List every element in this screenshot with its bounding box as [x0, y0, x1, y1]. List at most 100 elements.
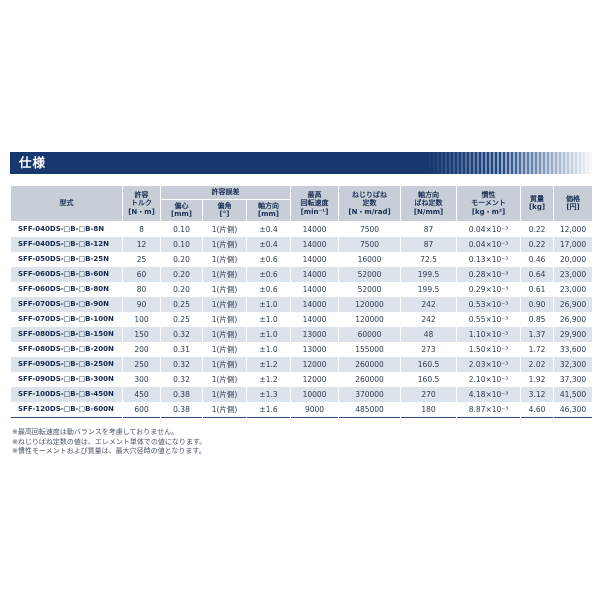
- value-cell: 23,000: [553, 266, 594, 282]
- value-cell: 370000: [338, 386, 402, 402]
- table-row: SFF-070DS-□B-□B-100N 100 0.25 1(片側) ±1.0 1400…: [10, 311, 594, 327]
- header-inertia: 慣性 モーメント [kg・m²]: [456, 185, 522, 222]
- value-cell: 120000: [338, 311, 402, 327]
- model-cell: SFF-060DS-□B-□B-80N: [10, 281, 123, 297]
- value-cell: ±1.0: [245, 311, 292, 327]
- value-cell: ±0.6: [245, 281, 292, 297]
- value-cell: 1(片側): [202, 266, 247, 282]
- model-cell: SFF-070DS-□B-□B-90N: [10, 296, 123, 312]
- value-cell: ±1.0: [245, 326, 292, 342]
- table-row: SFF-090DS-□B-□B-300N 300 0.32 1(片側) ±1.2 1200…: [10, 371, 594, 387]
- table-row: SFF-080DS-□B-□B-200N 200 0.31 1(片側) ±1.0 1300…: [10, 341, 594, 357]
- value-cell: 1(片側): [202, 326, 247, 342]
- header-tolerance-group: 許容誤差: [159, 185, 292, 200]
- value-cell: 0.38: [160, 401, 203, 417]
- value-cell: 250: [122, 356, 161, 372]
- value-cell: 7500: [338, 236, 402, 252]
- value-cell: 1(片側): [202, 296, 247, 312]
- model-cell: SFF-040DS-□B-□B-12N: [10, 236, 123, 252]
- value-cell: 0.20: [160, 251, 203, 267]
- model-cell: SFF-080DS-□B-□B-200N: [10, 341, 123, 357]
- value-cell: 87: [400, 236, 458, 252]
- value-cell: 0.20: [160, 266, 203, 282]
- value-cell: 1.50×10⁻³: [456, 341, 522, 357]
- value-cell: 26,900: [553, 296, 594, 312]
- value-cell: 0.22: [520, 236, 555, 252]
- value-cell: 1(片側): [202, 371, 247, 387]
- spec-table: 型式 許容 トルク [N・m] 許容誤差 最高 回転速度 [min⁻¹] ねじり…: [10, 185, 594, 418]
- footnote: ※最高回転速度は動バランスを考慮しておりません。: [12, 428, 179, 436]
- value-cell: 1(片側): [202, 251, 247, 267]
- value-cell: 60000: [338, 326, 402, 342]
- value-cell: 26,900: [553, 311, 594, 327]
- value-cell: 32,300: [553, 356, 594, 372]
- value-cell: 199.5: [400, 281, 458, 297]
- value-cell: 10000: [290, 386, 340, 402]
- value-cell: ±0.6: [245, 251, 292, 267]
- value-cell: 80: [122, 281, 161, 297]
- value-cell: 46,300: [553, 401, 594, 417]
- model-cell: SFF-040DS-□B-□B-8N: [10, 221, 123, 237]
- value-cell: 87: [400, 221, 458, 237]
- spec-table-header: 型式 許容 トルク [N・m] 許容誤差 最高 回転速度 [min⁻¹] ねじり…: [10, 185, 594, 222]
- model-cell: SFF-060DS-□B-□B-60N: [10, 266, 123, 282]
- value-cell: 0.53×10⁻³: [456, 296, 522, 312]
- value-cell: 14000: [290, 311, 340, 327]
- value-cell: 12,000: [553, 221, 594, 237]
- value-cell: 52000: [338, 266, 402, 282]
- title-stripe-decoration: [427, 152, 592, 174]
- table-row: SFF-120DS-□B-□B-600N 600 0.38 1(片側) ±1.6 9000…: [10, 401, 594, 417]
- value-cell: 0.32: [160, 371, 203, 387]
- value-cell: 1(片側): [202, 311, 247, 327]
- value-cell: 1(片側): [202, 386, 247, 402]
- value-cell: 1.92: [520, 371, 555, 387]
- model-cell: SFF-050DS-□B-□B-25N: [10, 251, 123, 267]
- value-cell: 1.10×10⁻³: [456, 326, 522, 342]
- model-cell: SFF-120DS-□B-□B-600N: [10, 401, 123, 417]
- value-cell: 260000: [338, 356, 402, 372]
- model-cell: SFF-090DS-□B-□B-300N: [10, 371, 123, 387]
- value-cell: 0.04×10⁻³: [456, 221, 522, 237]
- table-row: SFF-040DS-□B-□B-8N 8 0.10 1(片側) ±0.4 14000 750…: [10, 221, 594, 237]
- spec-table-body: SFF-040DS-□B-□B-8N 8 0.10 1(片側) ±0.4 14000 750…: [10, 221, 594, 417]
- table-row: SFF-090DS-□B-□B-250N 250 0.32 1(片側) ±1.2 1200…: [10, 356, 594, 372]
- value-cell: 14000: [290, 281, 340, 297]
- header-torque: 許容 トルク [N・m]: [122, 185, 161, 222]
- value-cell: 1(片側): [202, 281, 247, 297]
- value-cell: 300: [122, 371, 161, 387]
- value-cell: 150: [122, 326, 161, 342]
- section-title-bar: 仕様: [10, 152, 592, 174]
- value-cell: 12000: [290, 356, 340, 372]
- value-cell: ±1.0: [245, 341, 292, 357]
- value-cell: ±1.2: [245, 371, 292, 387]
- value-cell: 180: [400, 401, 458, 417]
- value-cell: ±0.4: [245, 236, 292, 252]
- header-price: 価格 [円]: [553, 185, 594, 222]
- value-cell: 0.32: [160, 356, 203, 372]
- value-cell: 8: [122, 221, 161, 237]
- value-cell: 60: [122, 266, 161, 282]
- value-cell: 1(片側): [202, 341, 247, 357]
- value-cell: 17,000: [553, 236, 594, 252]
- value-cell: ±1.3: [245, 386, 292, 402]
- value-cell: 13000: [290, 326, 340, 342]
- value-cell: 3.12: [520, 386, 555, 402]
- value-cell: ±1.0: [245, 296, 292, 312]
- value-cell: 0.38: [160, 386, 203, 402]
- value-cell: 0.85: [520, 311, 555, 327]
- value-cell: 14000: [290, 221, 340, 237]
- header-angular: 偏角 [°]: [202, 198, 247, 222]
- value-cell: 0.90: [520, 296, 555, 312]
- value-cell: 0.20: [160, 281, 203, 297]
- value-cell: 100: [122, 311, 161, 327]
- value-cell: ±0.6: [245, 266, 292, 282]
- value-cell: 1(片側): [202, 356, 247, 372]
- model-cell: SFF-100DS-□B-□B-450N: [10, 386, 123, 402]
- value-cell: 0.55×10⁻³: [456, 311, 522, 327]
- value-cell: 0.31: [160, 341, 203, 357]
- value-cell: 600: [122, 401, 161, 417]
- value-cell: 41,500: [553, 386, 594, 402]
- value-cell: 160.5: [400, 371, 458, 387]
- value-cell: 37,300: [553, 371, 594, 387]
